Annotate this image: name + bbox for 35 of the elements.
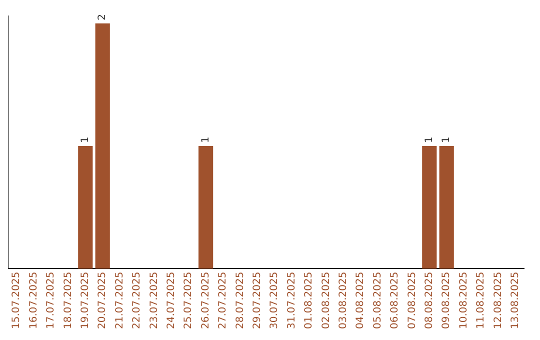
x-tick-label: 30.07.2025 bbox=[269, 272, 280, 330]
x-tick-label: 16.07.2025 bbox=[28, 272, 40, 330]
data-label: 2 bbox=[97, 14, 108, 20]
x-tick-label: 21.07.2025 bbox=[114, 272, 126, 330]
data-label: 1 bbox=[441, 136, 452, 144]
x-tick-label: 22.07.2025 bbox=[132, 272, 143, 330]
x-tick-label: 09.08.2025 bbox=[441, 272, 452, 330]
x-tick-label: 20.07.2025 bbox=[97, 272, 108, 330]
data-label: 1 bbox=[424, 136, 435, 144]
x-tick-label: 08.08.2025 bbox=[424, 272, 435, 330]
x-tick-label: 10.08.2025 bbox=[458, 272, 470, 330]
x-tick-label: 05.08.2025 bbox=[372, 272, 384, 330]
x-tick-label: 26.07.2025 bbox=[200, 272, 212, 330]
x-tick-label: 12.08.2025 bbox=[492, 272, 504, 330]
x-tick-label: 18.07.2025 bbox=[62, 272, 74, 330]
x-tick-label: 27.07.2025 bbox=[218, 272, 229, 330]
x-tick-label: 01.08.2025 bbox=[304, 272, 315, 330]
x-tick-label: 04.08.2025 bbox=[355, 272, 366, 330]
data-label: 1 bbox=[80, 136, 91, 144]
x-tick-label: 03.08.2025 bbox=[338, 272, 349, 330]
x-tick-label: 19.07.2025 bbox=[80, 272, 91, 330]
x-tick-label: 24.07.2025 bbox=[166, 272, 177, 330]
x-tick-label: 07.08.2025 bbox=[406, 272, 418, 330]
x-tick-label: 02.08.2025 bbox=[320, 272, 332, 330]
x-tick-label: 28.07.2025 bbox=[234, 272, 246, 330]
x-tick-label: 29.07.2025 bbox=[252, 272, 263, 330]
x-tick-label: 31.07.2025 bbox=[286, 272, 298, 330]
x-tick-label: 23.07.2025 bbox=[148, 272, 160, 330]
data-label: 1 bbox=[200, 136, 212, 144]
x-tick-label: 13.08.2025 bbox=[510, 272, 521, 330]
x-tick-label: 11.08.2025 bbox=[476, 272, 487, 330]
x-tick-label: 17.07.2025 bbox=[46, 272, 57, 330]
x-tick-label: 25.07.2025 bbox=[183, 272, 194, 330]
x-tick-label: 15.07.2025 bbox=[11, 272, 22, 330]
x-tick-label: 06.08.2025 bbox=[390, 272, 401, 330]
